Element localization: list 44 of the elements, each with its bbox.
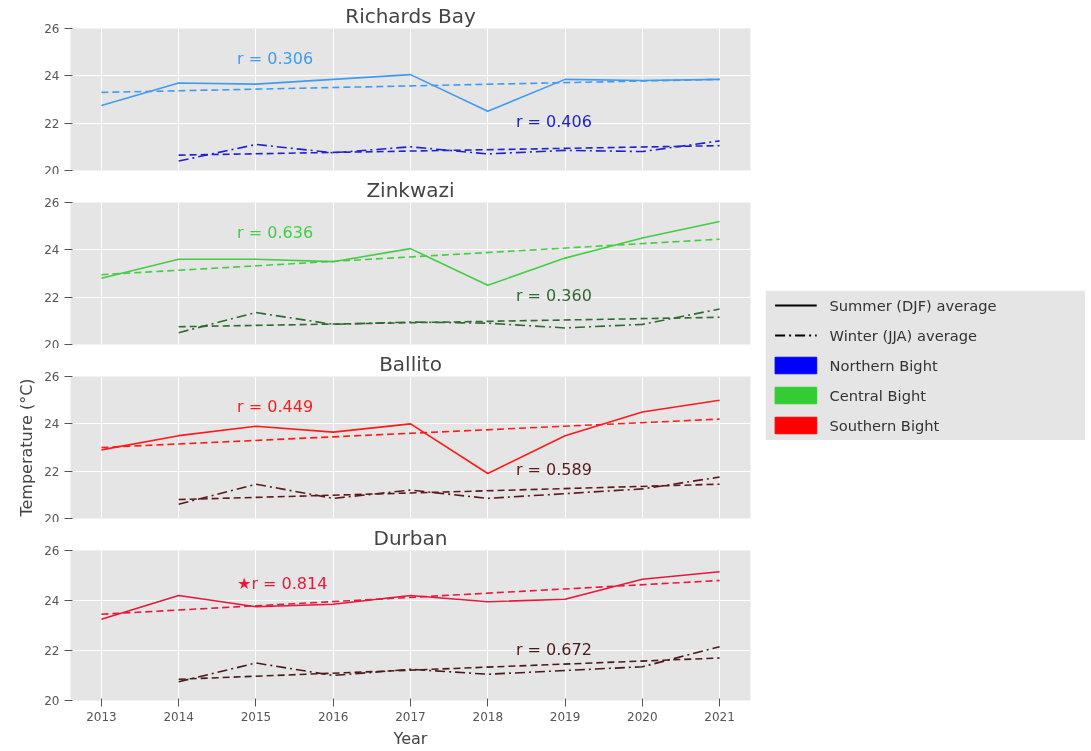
x-tick-label: 2017 xyxy=(395,709,426,724)
legend-label: Southern Bight xyxy=(829,417,940,434)
x-tick-label: 2021 xyxy=(704,709,735,724)
annotation: r = 0.360 xyxy=(515,285,592,305)
y-tick-label: 26 xyxy=(44,196,60,210)
annotation: r = 0.589 xyxy=(515,459,592,479)
y-tick-label: 26 xyxy=(44,544,60,558)
annotation: r = 0.306 xyxy=(237,49,314,69)
x-tick-label: 2018 xyxy=(472,709,504,724)
y-tick-label: 20 xyxy=(44,511,60,526)
y-tick-label: 24 xyxy=(44,417,60,432)
y-tick-label: 22 xyxy=(44,464,60,479)
legend-label: Summer (DJF) average xyxy=(829,297,997,314)
x-tick-label: 2016 xyxy=(317,709,349,724)
y-tick-label: 20 xyxy=(44,163,60,178)
x-tick-label: 2020 xyxy=(627,709,658,724)
legend-label: Northern Bight xyxy=(829,357,938,374)
x-axis-title: Year xyxy=(392,728,428,748)
annotation: r = 0.672 xyxy=(515,639,592,659)
annotation: r = 0.636 xyxy=(237,223,314,243)
y-tick-label: 24 xyxy=(44,69,60,84)
chart-title: Durban xyxy=(373,525,448,550)
chart-title: Ballito xyxy=(379,351,442,376)
legend-label: Central Bight xyxy=(829,387,927,404)
annotation: ★r = 0.814 xyxy=(237,573,328,593)
annotation: r = 0.406 xyxy=(515,111,592,131)
chart-title: Zinkwazi xyxy=(366,177,455,202)
legend-label: Winter (JJA) average xyxy=(829,327,977,344)
y-tick-label: 22 xyxy=(44,644,60,658)
y-tick-label: 26 xyxy=(44,22,60,36)
chart-title: Richards Bay xyxy=(345,3,476,28)
y-tick-label: 20 xyxy=(44,694,60,708)
y-tick-label: 24 xyxy=(44,243,60,258)
y-axis-title: Temperature (°C) xyxy=(17,378,37,518)
y-tick-label: 26 xyxy=(44,370,60,384)
x-tick-label: 2013 xyxy=(86,709,117,724)
x-tick-label: 2014 xyxy=(163,709,194,724)
y-tick-label: 22 xyxy=(44,290,60,305)
x-tick-label: 2019 xyxy=(549,709,581,724)
x-tick-label: 2015 xyxy=(240,709,272,724)
annotation: r = 0.449 xyxy=(237,397,314,417)
y-tick-label: 24 xyxy=(44,594,60,608)
y-tick-label: 22 xyxy=(44,116,60,131)
y-tick-label: 20 xyxy=(44,337,60,352)
